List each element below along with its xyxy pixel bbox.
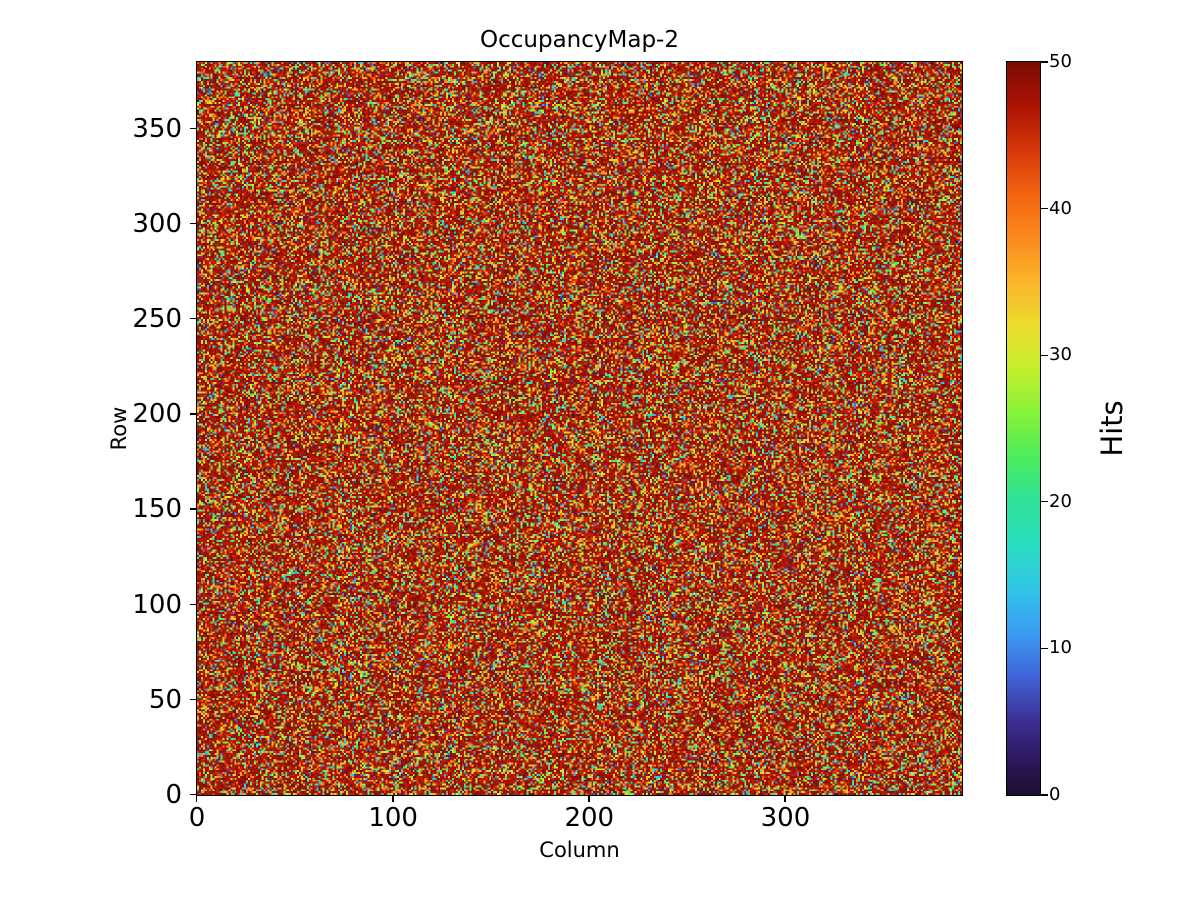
colorbar-tick-mark bbox=[1041, 354, 1048, 356]
x-tick-mark bbox=[196, 794, 198, 802]
y-tick-mark bbox=[189, 222, 197, 225]
y-axis-label: Row bbox=[107, 406, 131, 451]
y-tick-mark bbox=[189, 318, 197, 320]
colorbar-tick-label: 40 bbox=[1049, 197, 1072, 219]
colorbar-tick-label: 10 bbox=[1049, 637, 1072, 659]
y-tick-label: 150 bbox=[132, 494, 182, 525]
colorbar-tick-labels: 0 10 20 30 40 50 bbox=[1049, 53, 1109, 804]
y-tick-mark bbox=[189, 698, 197, 701]
x-tick-label: 300 bbox=[760, 803, 811, 833]
colorbar-tick-mark bbox=[1041, 794, 1048, 796]
colorbar-tick-mark bbox=[1041, 501, 1048, 503]
colorbar[interactable] bbox=[1005, 60, 1041, 796]
x-axis-label: Column bbox=[539, 838, 620, 862]
x-tick-label: 200 bbox=[564, 803, 615, 833]
y-tick-mark bbox=[189, 603, 197, 605]
x-axis-tick-labels: 0 100 200 300 bbox=[189, 795, 962, 855]
y-tick-label: 300 bbox=[132, 208, 182, 239]
x-tick-mark bbox=[392, 794, 394, 802]
colorbar-tick-mark bbox=[1041, 61, 1048, 63]
y-tick-label: 0 bbox=[165, 780, 182, 810]
y-tick-mark bbox=[189, 508, 197, 510]
y-tick-label: 250 bbox=[132, 304, 182, 335]
colorbar-tick-mark bbox=[1041, 647, 1048, 650]
y-tick-label: 100 bbox=[132, 589, 182, 620]
chart-title: OccupancyMap-2 bbox=[480, 27, 679, 53]
occupancy-heatmap[interactable] bbox=[196, 61, 962, 795]
x-tick-mark bbox=[784, 794, 786, 802]
y-tick-mark bbox=[189, 127, 197, 130]
colorbar-tick-mark bbox=[1041, 207, 1048, 210]
x-tick-mark bbox=[588, 794, 590, 802]
colorbar-tick-label: 0 bbox=[1049, 784, 1061, 805]
heatmap-axes[interactable] bbox=[189, 60, 963, 802]
y-tick-label: 350 bbox=[132, 113, 182, 144]
y-tick-label: 200 bbox=[132, 399, 182, 430]
y-tick-mark bbox=[189, 794, 197, 796]
colorbar-tick-label: 50 bbox=[1049, 51, 1072, 72]
y-tick-mark bbox=[189, 413, 197, 415]
colorbar-tick-label: 30 bbox=[1049, 344, 1072, 366]
colorbar-tick-label: 20 bbox=[1049, 490, 1072, 512]
x-tick-label: 100 bbox=[368, 803, 418, 833]
y-axis-tick-labels: 0 50 100 150 200 250 300 350 bbox=[0, 62, 182, 808]
colorbar-tick-marks bbox=[1041, 61, 1051, 796]
colorbar-label: Hits bbox=[1095, 400, 1129, 457]
colorbar-gradient bbox=[1006, 61, 1040, 795]
y-tick-label: 50 bbox=[148, 684, 182, 715]
x-tick-label: 0 bbox=[188, 803, 206, 833]
